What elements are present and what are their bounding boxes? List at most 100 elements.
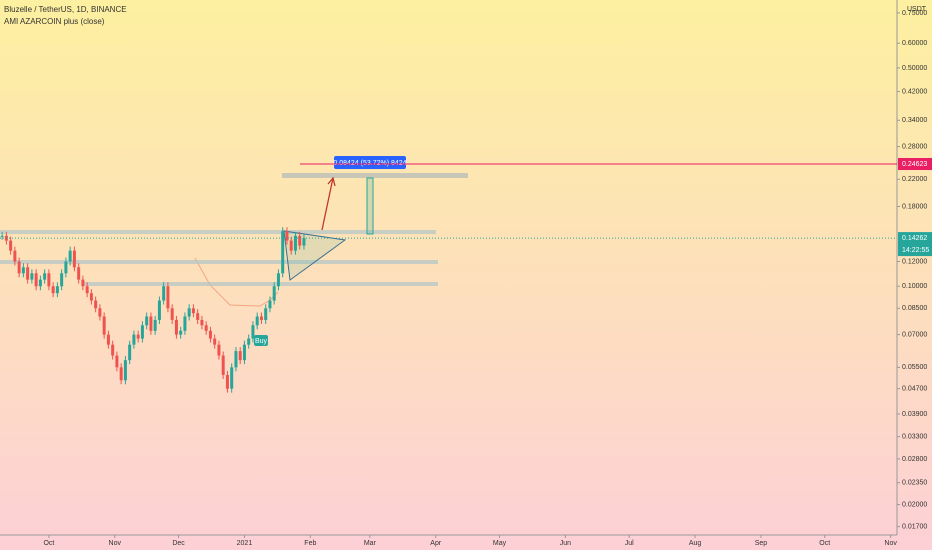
candle <box>166 286 170 309</box>
measure-label-box <box>334 156 406 169</box>
candle <box>77 267 81 280</box>
candle <box>204 325 208 331</box>
candle <box>247 338 251 345</box>
candle <box>38 279 42 287</box>
candle <box>213 338 217 345</box>
candle <box>98 308 102 317</box>
candle <box>111 344 115 356</box>
candle <box>281 231 285 274</box>
y-tick-label: 0.02350 <box>902 480 927 487</box>
candle <box>64 261 68 274</box>
y-tick-label: 0.28000 <box>902 143 927 150</box>
candle <box>106 334 110 345</box>
candle <box>81 279 85 287</box>
zone <box>0 260 438 264</box>
candle <box>55 286 59 294</box>
y-tick-label: 0.02000 <box>902 501 927 508</box>
candle <box>302 238 306 246</box>
x-tick-label: Feb <box>304 540 316 547</box>
candle <box>200 319 204 326</box>
candle <box>140 325 144 339</box>
candle <box>221 355 225 375</box>
y-tick-label: 0.18000 <box>902 203 927 210</box>
y-tick-label: 0.10000 <box>902 283 927 290</box>
candle <box>264 308 268 320</box>
candle <box>187 308 191 317</box>
candle <box>230 367 234 389</box>
candle <box>26 267 30 280</box>
signal-box <box>254 335 268 346</box>
candle <box>179 330 183 335</box>
zone <box>84 282 438 286</box>
candle <box>21 267 25 274</box>
candle <box>238 351 242 361</box>
measure-box <box>366 177 374 235</box>
x-tick-label: Jul <box>625 540 634 547</box>
candle <box>268 300 272 309</box>
arrow <box>321 176 336 231</box>
y-tick-label: 0.60000 <box>902 40 927 47</box>
y-tick-label: 0.01700 <box>902 523 927 530</box>
last-price: 0.14262 <box>902 235 927 242</box>
candle <box>153 319 157 331</box>
y-tick-label: 0.50000 <box>902 65 927 72</box>
y-tick-label: 0.22000 <box>902 176 927 183</box>
candle <box>115 355 119 368</box>
subtitle: AMI AZARCOIN plus (close) <box>4 17 105 26</box>
y-tick-label: 0.42000 <box>902 88 927 95</box>
candle <box>208 330 212 339</box>
candle <box>217 344 221 356</box>
candle <box>60 273 64 287</box>
x-tick-label: Oct <box>43 540 54 547</box>
x-tick-label: Oct <box>819 540 830 547</box>
candle <box>196 313 200 320</box>
zone <box>0 230 436 234</box>
trend-line <box>194 257 279 307</box>
x-tick-label: Nov <box>884 540 897 547</box>
candle <box>43 273 47 280</box>
y-tick-label: 0.07000 <box>902 331 927 338</box>
candle <box>285 231 289 241</box>
x-tick-label: Nov <box>109 540 122 547</box>
candle <box>157 300 161 320</box>
countdown: 14:22:55 <box>902 247 929 254</box>
target-price: 0.24623 <box>902 161 927 168</box>
title: Bluzelle / TetherUS, 1D, BINANCE <box>4 5 127 14</box>
candle <box>174 319 178 335</box>
candle <box>289 240 293 251</box>
candle <box>149 316 153 331</box>
x-tick-label: Jun <box>560 540 571 547</box>
candle <box>242 344 246 361</box>
zone <box>282 173 468 178</box>
candle <box>136 334 140 339</box>
candle <box>145 316 149 326</box>
y-tick-label: 0.03300 <box>902 433 927 440</box>
last-price-box <box>898 232 932 257</box>
candle <box>94 300 98 309</box>
candle <box>89 293 93 301</box>
x-tick-label: May <box>493 540 507 547</box>
signal-label: Buy <box>255 338 268 345</box>
candle <box>68 250 72 262</box>
candle <box>132 334 136 345</box>
candle <box>276 273 280 287</box>
candle <box>47 273 51 287</box>
x-tick-label: Aug <box>689 540 702 547</box>
candle <box>123 360 127 381</box>
candle <box>298 235 302 246</box>
candle <box>30 273 34 280</box>
currency: USDT <box>907 6 927 13</box>
y-tick-label: 0.08500 <box>902 305 927 312</box>
y-tick-label: 0.02800 <box>902 456 927 463</box>
candle <box>17 261 21 274</box>
y-tick-label: 0.04700 <box>902 386 927 393</box>
candle <box>72 250 76 268</box>
candle <box>102 316 106 335</box>
candle <box>183 316 187 331</box>
y-tick-label: 0.03900 <box>902 411 927 418</box>
candle <box>191 308 195 314</box>
candle <box>13 250 17 262</box>
candle <box>251 325 255 339</box>
